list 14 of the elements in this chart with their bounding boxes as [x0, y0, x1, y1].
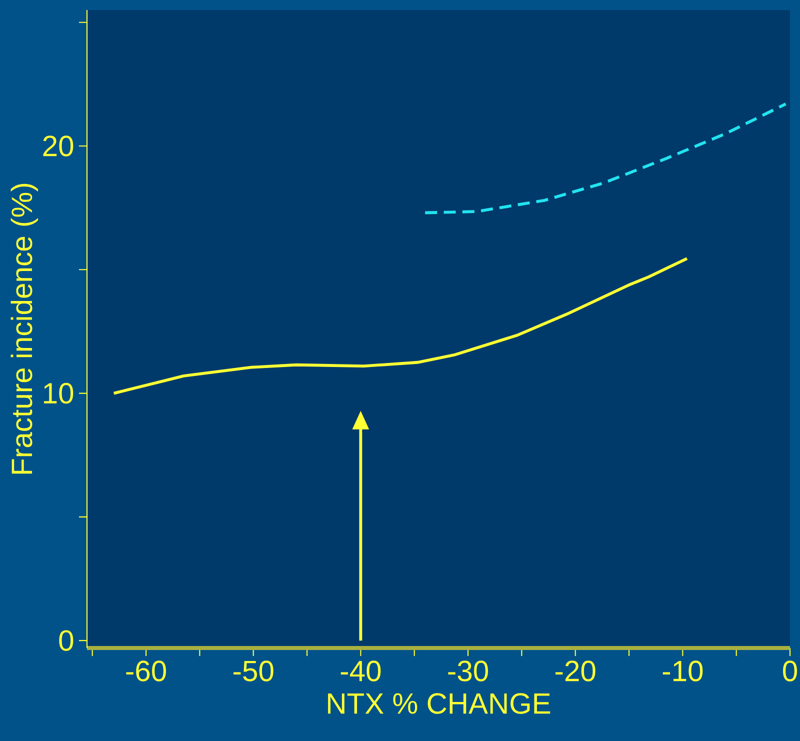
x-tick-label: -20 — [556, 660, 596, 682]
y-tick-label: 0 — [59, 630, 74, 651]
x-tick-label: -60 — [126, 660, 166, 682]
x-tick-label: 0 — [783, 660, 797, 682]
line-series — [424, 102, 788, 214]
x-tick-label: -10 — [662, 660, 703, 682]
y-tick-label: 20 — [43, 136, 74, 156]
x-tick-label: -30 — [448, 660, 488, 682]
y-axis-title: Fracture incidence (%) — [10, 184, 38, 474]
line-series — [112, 257, 688, 395]
x-tick-label: -40 — [340, 660, 381, 682]
x-axis-title: NTX % CHANGE — [328, 693, 550, 714]
x-tick-label: -50 — [234, 660, 274, 682]
y-tick-label: 10 — [44, 382, 74, 404]
